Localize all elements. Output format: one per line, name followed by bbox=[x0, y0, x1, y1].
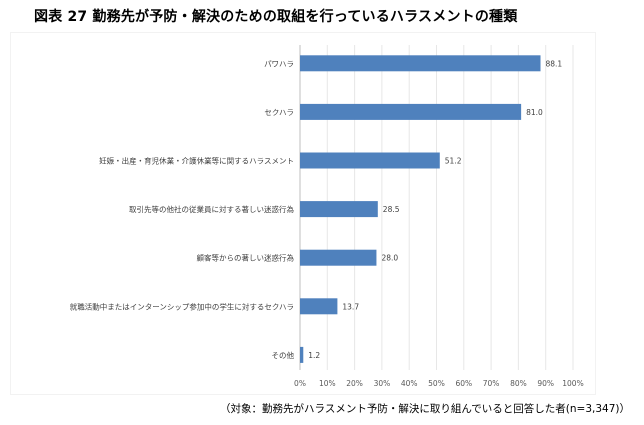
x-tick-label: 60% bbox=[455, 379, 472, 388]
x-tick-label: 80% bbox=[510, 379, 527, 388]
data-label: 81.0 bbox=[526, 108, 543, 117]
bar bbox=[300, 152, 440, 169]
category-label: 顧客等からの著しい迷惑行為 bbox=[197, 253, 295, 263]
bar bbox=[300, 103, 522, 120]
x-tick-label: 20% bbox=[346, 379, 363, 388]
data-label: 1.2 bbox=[308, 351, 320, 360]
data-label: 28.0 bbox=[381, 254, 398, 263]
category-label: その他 bbox=[272, 350, 295, 360]
data-label: 28.5 bbox=[383, 205, 400, 214]
data-label: 51.2 bbox=[445, 157, 462, 166]
x-tick-label: 0% bbox=[294, 379, 306, 388]
x-tick-label: 40% bbox=[401, 379, 418, 388]
category-label: 妊娠・出産・育児休業・介護休業等に関するハラスメント bbox=[99, 156, 294, 166]
x-tick-label: 70% bbox=[483, 379, 500, 388]
x-tick-label: 10% bbox=[319, 379, 336, 388]
category-label: 取引先等の他社の従業員に対する著しい迷惑行為 bbox=[129, 204, 294, 214]
data-label: 13.7 bbox=[342, 302, 359, 311]
x-tick-label: 50% bbox=[428, 379, 445, 388]
category-label: パワハラ bbox=[264, 59, 294, 68]
x-tick-label: 30% bbox=[374, 379, 391, 388]
chart-title: 図表 27 勤務先が予防・解決のための取組を行っているハラスメントの種類 bbox=[34, 9, 518, 25]
bar bbox=[300, 346, 304, 363]
bar bbox=[300, 298, 338, 315]
bar bbox=[300, 55, 541, 72]
bar bbox=[300, 201, 378, 218]
data-label: 88.1 bbox=[546, 59, 563, 68]
footnote: （対象：勤務先がハラスメント予防・解決に取り組んでいると回答した者(n=3,34… bbox=[220, 403, 630, 415]
category-label: 就職活動中またはインターンシップ参加中の学生に対するセクハラ bbox=[70, 301, 294, 311]
x-tick-label: 100% bbox=[562, 379, 583, 388]
category-label: セクハラ bbox=[264, 108, 294, 117]
bar bbox=[300, 249, 377, 266]
x-tick-label: 90% bbox=[537, 379, 554, 388]
